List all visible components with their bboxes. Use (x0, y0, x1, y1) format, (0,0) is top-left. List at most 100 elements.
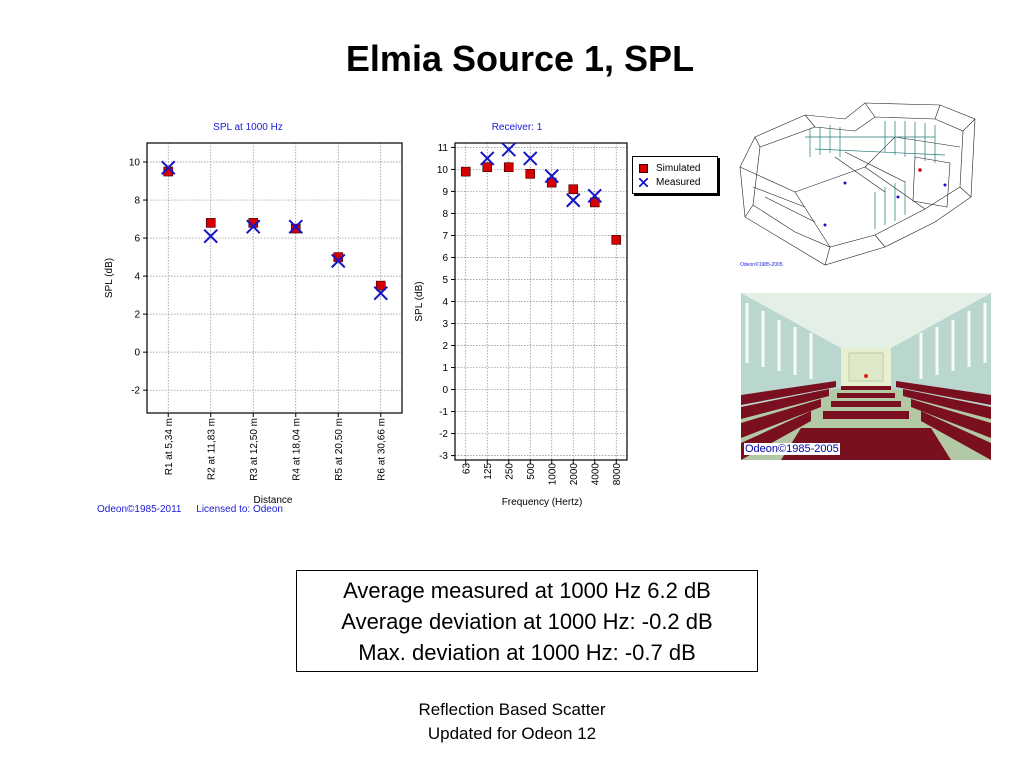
simulated-point (525, 169, 536, 179)
legend-x-icon (639, 177, 648, 187)
x-axis-label: Frequency (Hertz) (502, 497, 583, 508)
y-tick-label: -2 (439, 429, 448, 440)
x-tick-label: 63 (461, 463, 472, 475)
measured-point-stroke (566, 193, 581, 208)
y-tick-label: 1 (442, 363, 448, 374)
x-tick-label: R4 at 18,04 m (291, 418, 302, 481)
footer-line-2: Updated for Odeon 12 (427, 724, 597, 743)
chart-title: Receiver: 1 (492, 122, 543, 133)
measured-point-stroke (587, 188, 602, 204)
measured-point (501, 142, 516, 157)
measured-point-stroke (331, 253, 346, 269)
footer-line-1: Reflection Based Scatter (418, 700, 606, 719)
simulated-point (375, 280, 386, 291)
plot-frame (146, 142, 403, 414)
hall-wireframe-image (739, 102, 976, 266)
license-text: Licensed to: Odeon (196, 504, 283, 515)
measured-point-stroke (373, 286, 388, 301)
y-tick-label: 8 (442, 209, 448, 220)
y-tick-label: 6 (442, 253, 448, 264)
y-tick-label: 7 (442, 231, 448, 242)
x-tick-label: 1000 (547, 463, 558, 486)
simulated-point (205, 218, 216, 228)
legend-measured-label: Measured (656, 176, 701, 188)
chart-title: SPL at 1000 Hz (213, 122, 283, 133)
chart-legend: Simulated Measured (632, 156, 718, 194)
measured-point-stroke (501, 142, 516, 157)
x-tick-label: 500 (526, 463, 537, 480)
measured-point (161, 160, 176, 175)
simulated-point (568, 184, 579, 195)
y-tick-label: 10 (437, 165, 449, 176)
y-tick-label: -3 (439, 451, 448, 462)
y-tick-label: 5 (442, 275, 448, 286)
y-tick-label: -1 (439, 407, 448, 418)
measured-point-stroke (480, 151, 495, 166)
simulated-point (460, 166, 471, 177)
y-axis-label: SPL (dB) (104, 258, 115, 298)
measured-point (203, 228, 218, 244)
slide-title: Elmia Source 1, SPL (345, 38, 695, 79)
measured-point-stroke (203, 228, 218, 244)
x-axis-label: Distance (254, 495, 293, 506)
measured-point (246, 219, 261, 234)
y-tick-label: -2 (131, 386, 140, 397)
measured-point (331, 253, 346, 269)
x-tick-label: R5 at 20,50 m (334, 418, 345, 481)
simulated-point (290, 223, 301, 234)
measured-point (523, 151, 538, 166)
measured-point-stroke (161, 160, 176, 175)
y-tick-label: 6 (134, 234, 140, 245)
x-tick-label: R1 at 5,34 m (164, 418, 175, 475)
legend-simulated: Simulated (639, 162, 700, 174)
hall-render-image (741, 293, 991, 460)
odeon-copyright: Odeon©1985-2011 Licensed to: Odeon (97, 504, 295, 515)
y-axis-label: SPL (dB) (414, 281, 425, 321)
y-tick-label: 10 (129, 158, 141, 169)
measured-point (480, 151, 495, 166)
y-tick-label: 9 (442, 187, 448, 198)
simulated-point (589, 197, 600, 208)
simulated-point (482, 162, 493, 173)
measured-point (373, 286, 388, 301)
y-tick-label: 4 (134, 272, 140, 283)
x-tick-label: R2 at 11,83 m (206, 418, 217, 480)
plot-frame (454, 142, 628, 461)
footer-note: Reflection Based Scatter Updated for Ode… (320, 698, 704, 746)
stat-max-deviation: Max. deviation at 1000 Hz: -0.7 dB (358, 640, 696, 665)
stat-average-deviation: Average deviation at 1000 Hz: -0.2 dB (341, 609, 713, 634)
simulated-point (611, 235, 622, 245)
legend-square-icon (639, 163, 648, 173)
measured-point (544, 168, 559, 184)
y-tick-label: 2 (134, 310, 140, 321)
y-tick-label: 0 (442, 385, 448, 396)
x-tick-label: 4000 (590, 463, 601, 486)
measured-point (587, 188, 602, 204)
measured-point-stroke (544, 168, 559, 184)
x-tick-label: 250 (504, 463, 515, 480)
measured-point-stroke (288, 219, 303, 234)
render-copyright: Odeon©1985-2005 (744, 443, 840, 455)
simulated-point (546, 177, 557, 188)
y-tick-label: 4 (442, 297, 448, 308)
measured-point-stroke (523, 151, 538, 166)
y-tick-label: 3 (442, 319, 448, 330)
x-tick-label: 125 (483, 463, 494, 480)
y-tick-label: 0 (134, 348, 140, 359)
stats-box: Average measured at 1000 Hz 6.2 dB Avera… (296, 570, 758, 672)
legend-measured: Measured (639, 176, 700, 188)
copyright-text: Odeon©1985-2011 (97, 504, 182, 515)
measured-point (288, 219, 303, 234)
y-tick-label: 8 (134, 196, 140, 207)
legend-simulated-label: Simulated (656, 162, 701, 174)
simulated-point (503, 162, 514, 173)
model-copyright: Odeon©1985-2005 (740, 262, 783, 268)
x-tick-label: 2000 (569, 463, 580, 486)
stat-average-measured: Average measured at 1000 Hz 6.2 dB (343, 578, 711, 603)
measured-point-stroke (246, 219, 261, 234)
x-tick-label: R3 at 12,50 m (249, 418, 260, 481)
y-tick-label: 2 (442, 341, 448, 352)
x-tick-label: R6 at 30,66 m (376, 418, 387, 481)
y-tick-label: 11 (438, 143, 449, 154)
